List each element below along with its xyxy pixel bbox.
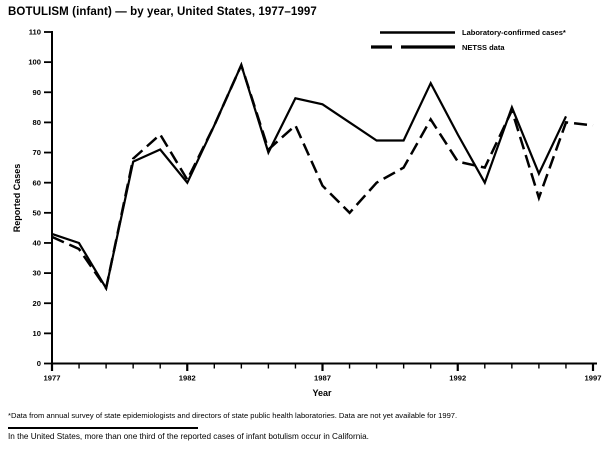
y-tick-label: 50 (33, 208, 41, 217)
footnote-data-source: *Data from annual survey of state epidem… (8, 411, 458, 420)
series-line-laboratory-confirmed (51, 61, 567, 292)
footnote-california: In the United States, more than one thir… (8, 432, 369, 441)
y-tick-label: 40 (33, 239, 41, 248)
x-tick-label: 1977 (44, 374, 61, 383)
y-tick-label: 30 (33, 269, 41, 278)
legend-label-laboratory-confirmed: Laboratory-confirmed cases* (462, 28, 566, 37)
x-tick-label: 1987 (314, 374, 331, 383)
y-tick-label: 70 (33, 148, 41, 157)
x-axis-title: Year (312, 388, 332, 398)
chart-title: BOTULISM (infant) — by year, United Stat… (8, 6, 317, 18)
legend-label-netss: NETSS data (462, 42, 505, 52)
y-tick-label: 80 (33, 118, 41, 127)
y-tick-label: 60 (33, 178, 41, 187)
y-axis-title: Reported Cases (12, 163, 22, 233)
y-tick-label: 90 (33, 88, 41, 97)
y-tick-label: 20 (33, 299, 41, 308)
x-tick-label: 1982 (179, 374, 196, 383)
series-line-netss (51, 61, 594, 292)
x-tick-label: 1997 (585, 374, 602, 383)
y-tick-label: 110 (29, 28, 41, 37)
y-tick-label: 10 (33, 329, 41, 338)
y-tick-label: 0 (37, 359, 41, 368)
x-tick-label: 1992 (449, 374, 466, 383)
y-tick-label: 100 (28, 58, 41, 67)
footnote-divider (8, 427, 198, 429)
